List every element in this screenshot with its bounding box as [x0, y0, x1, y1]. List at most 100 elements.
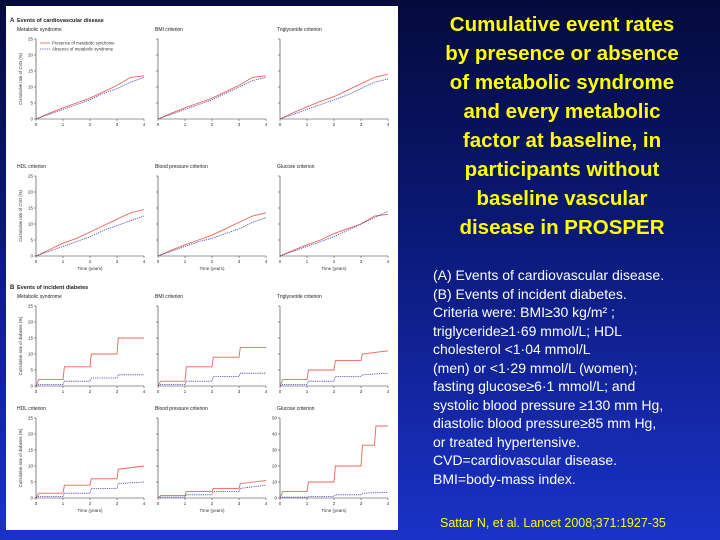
x-tick-label: 2 [211, 501, 214, 506]
figure-panel: A Events of cardiovascular disease Metabol… [6, 6, 398, 530]
x-axis-label: Time (years) [77, 266, 103, 271]
y-tick-label: 20 [28, 53, 34, 58]
y-tick-label: 30 [272, 448, 278, 453]
y-tick-label: 5 [30, 238, 33, 243]
x-axis-label: Time (years) [321, 266, 347, 271]
x-tick-label: 0 [279, 122, 282, 127]
x-tick-label: 0 [35, 389, 38, 394]
presence-series-line [35, 465, 145, 499]
x-tick-label: 3 [238, 389, 241, 394]
x-tick-label: 0 [157, 389, 160, 394]
title-line: by presence or absence [445, 42, 679, 65]
x-tick-label: 2 [211, 389, 214, 394]
y-axis-label: Cumulative rate of diabetes (%) [18, 428, 23, 487]
x-tick-label: 0 [279, 259, 282, 264]
panel-title: HDL criterion [17, 164, 46, 170]
x-tick-label: 1 [62, 122, 65, 127]
x-tick-label: 1 [306, 389, 309, 394]
absence-series-line [157, 372, 266, 387]
presence-series-line [279, 73, 389, 120]
presence-series-line [35, 209, 145, 257]
absence-series-line [279, 78, 389, 120]
y-axis-label: Cumulative rate of diabetes (%) [18, 316, 23, 375]
title-line: and every metabolic [463, 100, 661, 123]
panel-title: Glucose criterion [277, 164, 315, 170]
absence-series-line [157, 484, 267, 499]
panel-title: Triglyceride criterion [277, 27, 322, 33]
section-label: B [10, 285, 15, 291]
y-tick-label: 50 [272, 416, 278, 421]
x-tick-label: 2 [89, 259, 92, 264]
y-tick-label: 5 [30, 480, 33, 485]
y-tick-label: 15 [28, 336, 34, 341]
y-tick-label: 20 [28, 432, 34, 437]
x-tick-label: 1 [184, 122, 187, 127]
x-tick-label: 1 [184, 501, 187, 506]
x-tick-label: 4 [387, 122, 390, 127]
x-tick-label: 3 [116, 122, 119, 127]
y-tick-label: 20 [272, 464, 278, 469]
y-tick-label: 10 [28, 464, 34, 469]
title-line: Cumulative event rates [449, 13, 675, 36]
presence-series-line [279, 213, 389, 257]
absence-series-line [279, 210, 389, 257]
y-tick-label: 10 [272, 480, 278, 485]
x-axis-label: Time (years) [199, 266, 225, 271]
absence-series-line [157, 217, 267, 257]
section-title: Events of incident diabetes [17, 285, 88, 291]
y-tick-label: 25 [28, 37, 34, 42]
x-axis-label: Time (years) [77, 508, 103, 513]
absence-series-line [35, 215, 145, 257]
x-tick-label: 0 [279, 501, 282, 506]
y-tick-label: 10 [28, 85, 34, 90]
x-tick-label: 3 [116, 389, 119, 394]
x-tick-label: 3 [238, 501, 241, 506]
y-tick-label: 10 [28, 352, 34, 357]
x-tick-label: 1 [62, 389, 65, 394]
x-axis-label: Time (years) [199, 508, 225, 513]
y-tick-label: 0 [30, 117, 33, 122]
absence-series-line [35, 374, 144, 387]
x-tick-label: 1 [184, 389, 187, 394]
y-tick-label: 15 [28, 206, 34, 211]
presence-series-line [35, 75, 145, 120]
y-tick-label: 25 [28, 304, 34, 309]
x-tick-label: 2 [89, 389, 92, 394]
x-tick-label: 2 [211, 122, 214, 127]
presence-series-line [157, 479, 267, 499]
x-tick-label: 4 [265, 389, 268, 394]
caption-line: triglyceride≥1·69 mmol/L; HDL [433, 322, 622, 339]
y-axis-label: Cumulative rate of CVD (%) [18, 53, 23, 105]
x-tick-label: 2 [333, 501, 336, 506]
x-tick-label: 1 [184, 259, 187, 264]
x-tick-label: 3 [360, 389, 363, 394]
x-tick-label: 0 [157, 259, 160, 264]
x-tick-label: 2 [89, 122, 92, 127]
x-tick-label: 3 [116, 501, 119, 506]
presence-series-line [279, 350, 389, 387]
x-tick-label: 4 [265, 259, 268, 264]
panel-title: BMI criterion [155, 294, 183, 300]
presence-series-line [157, 75, 267, 120]
panel-title: Glucose criterion [277, 406, 315, 412]
legend-label: Presence of metabolic syndrome [52, 41, 115, 46]
absence-series-line [35, 481, 145, 499]
y-tick-label: 15 [28, 448, 34, 453]
x-tick-label: 4 [265, 501, 268, 506]
y-tick-label: 20 [28, 190, 34, 195]
x-tick-label: 2 [89, 501, 92, 506]
x-tick-label: 4 [143, 501, 146, 506]
x-tick-label: 3 [360, 501, 363, 506]
y-tick-label: 0 [274, 496, 277, 501]
section-title: Events of cardiovascular disease [17, 18, 104, 24]
x-tick-label: 3 [360, 122, 363, 127]
chart-grid: A Events of cardiovascular disease Metabol… [10, 18, 390, 513]
caption-line: cholesterol <1·04 mmol/L [433, 341, 591, 357]
absence-series-line [279, 372, 389, 387]
absence-series-line [279, 492, 389, 499]
caption-line: diastolic blood pressure≥85 mm Hg, [433, 415, 657, 431]
y-tick-label: 0 [30, 254, 33, 259]
title-line: factor at baseline, in [462, 129, 662, 152]
x-tick-label: 1 [306, 122, 309, 127]
y-tick-label: 5 [30, 101, 33, 106]
